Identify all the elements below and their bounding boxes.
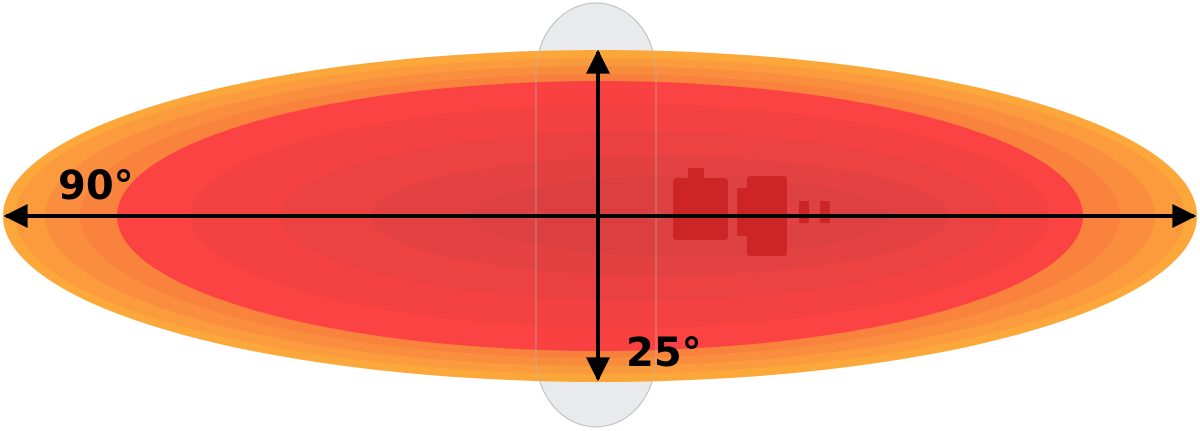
vertical-beamwidth-label: 25° bbox=[626, 330, 702, 376]
horizontal-beamwidth-label: 90° bbox=[58, 163, 134, 209]
radiation-pattern bbox=[3, 50, 1197, 382]
